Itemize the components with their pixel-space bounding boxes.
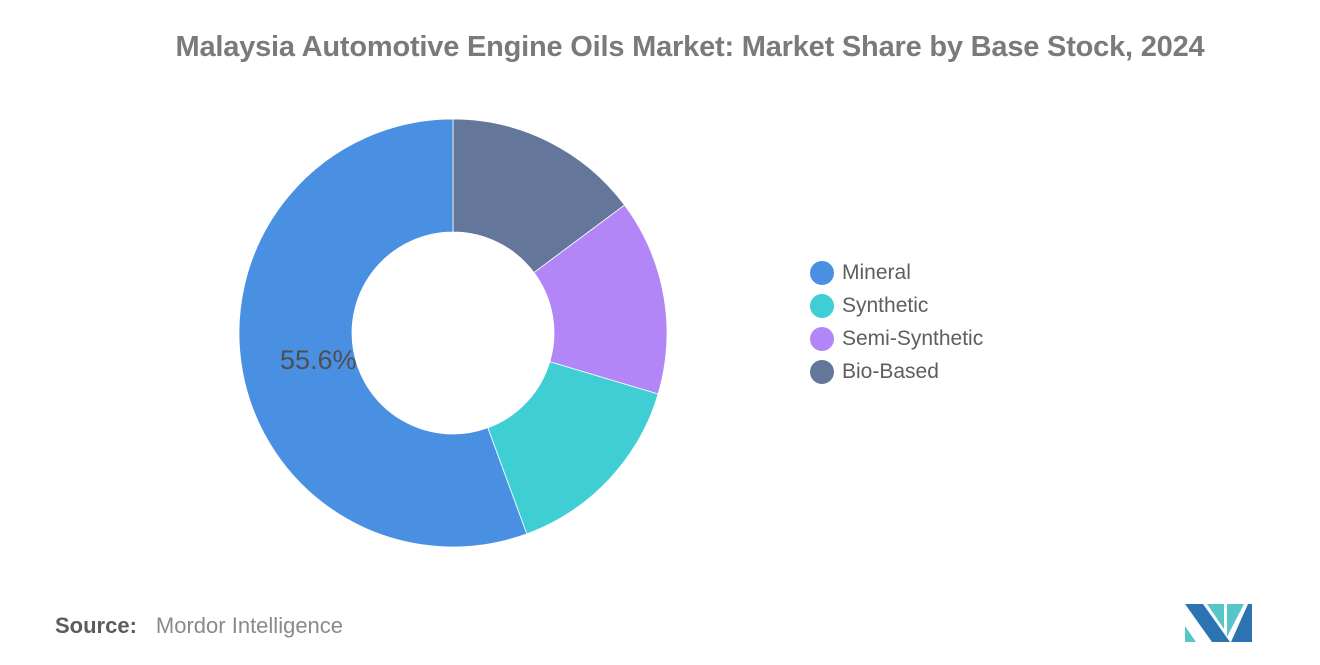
- slice-semi-synthetic: [533, 204, 668, 395]
- legend-swatch-semi-synthetic: [810, 326, 834, 351]
- legend-label-semi-synthetic: Semi-Synthetic: [842, 326, 984, 350]
- legend-item-mineral: Mineral: [810, 256, 983, 289]
- legend-swatch-mineral: [810, 260, 834, 285]
- legend-label-mineral: Mineral: [842, 260, 911, 284]
- chart-title: Malaysia Automotive Engine Oils Market: …: [175, 31, 1205, 63]
- legend-item-bio-based: Bio-Based: [810, 355, 983, 388]
- donut-chart-area: [233, 113, 673, 553]
- legend-item-synthetic: Synthetic: [810, 289, 983, 322]
- legend-swatch-bio-based: [810, 359, 834, 384]
- mordor-intelligence-logo: [1185, 604, 1252, 642]
- legend-label-bio-based: Bio-Based: [842, 359, 939, 383]
- legend-label-synthetic: Synthetic: [842, 293, 929, 317]
- slice-percent-label: 55.6%: [280, 345, 357, 375]
- legend-swatch-synthetic: [810, 293, 834, 318]
- slice-synthetic: [487, 361, 659, 535]
- donut-chart: [238, 118, 668, 548]
- chart-legend: Mineral Synthetic Semi-Synthetic Bio-Bas…: [810, 256, 983, 388]
- slice-mineral: [238, 118, 528, 548]
- source-note: Source: Mordor Intelligence: [55, 612, 343, 640]
- source-label: Source:: [55, 613, 137, 638]
- slice-bio-based: [452, 118, 626, 274]
- legend-item-semi-synthetic: Semi-Synthetic: [810, 322, 983, 355]
- source-value: Mordor Intelligence: [155, 613, 344, 638]
